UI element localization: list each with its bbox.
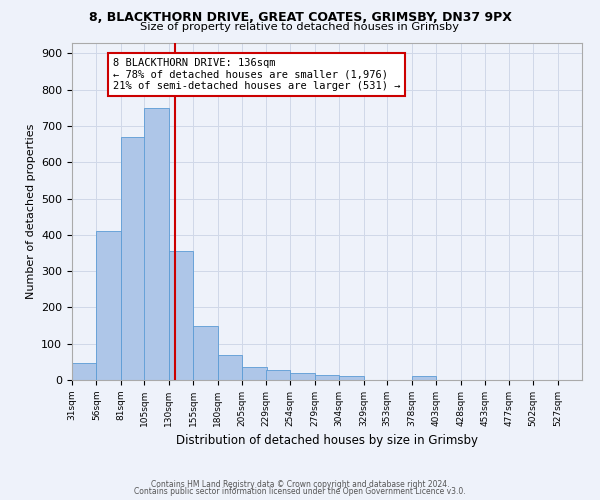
Text: 8 BLACKTHORN DRIVE: 136sqm
← 78% of detached houses are smaller (1,976)
21% of s: 8 BLACKTHORN DRIVE: 136sqm ← 78% of deta… bbox=[113, 58, 400, 91]
Text: 8, BLACKTHORN DRIVE, GREAT COATES, GRIMSBY, DN37 9PX: 8, BLACKTHORN DRIVE, GREAT COATES, GRIMS… bbox=[89, 11, 511, 24]
Bar bbox=[97, 231, 121, 380]
Bar bbox=[72, 363, 97, 380]
Text: Contains HM Land Registry data © Crown copyright and database right 2024.: Contains HM Land Registry data © Crown c… bbox=[151, 480, 449, 489]
Bar bbox=[266, 370, 290, 380]
Bar bbox=[169, 251, 193, 380]
Text: Contains public sector information licensed under the Open Government Licence v3: Contains public sector information licen… bbox=[134, 488, 466, 496]
Text: Size of property relative to detached houses in Grimsby: Size of property relative to detached ho… bbox=[140, 22, 460, 32]
Bar bbox=[242, 368, 267, 380]
Bar bbox=[412, 376, 436, 380]
Bar bbox=[315, 374, 339, 380]
X-axis label: Distribution of detached houses by size in Grimsby: Distribution of detached houses by size … bbox=[176, 434, 478, 448]
Y-axis label: Number of detached properties: Number of detached properties bbox=[26, 124, 35, 299]
Bar bbox=[290, 374, 315, 380]
Bar bbox=[121, 137, 145, 380]
Bar bbox=[193, 326, 218, 380]
Bar bbox=[145, 108, 169, 380]
Bar bbox=[218, 354, 242, 380]
Bar bbox=[339, 376, 364, 380]
